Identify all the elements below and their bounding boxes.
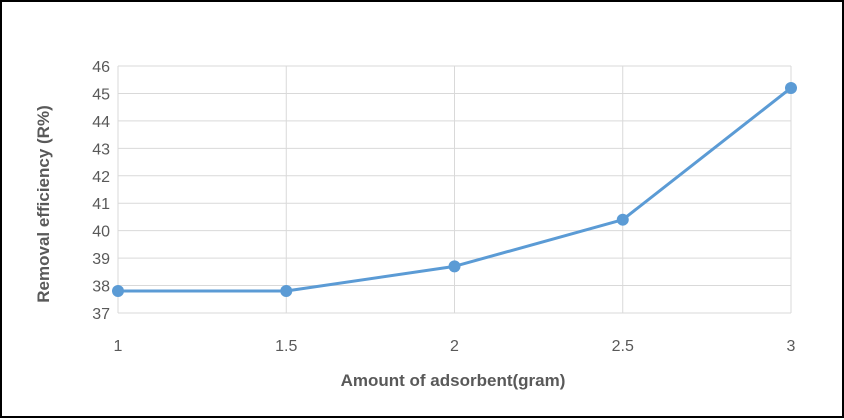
y-tick-label: 42 [92, 169, 110, 186]
y-tick-label: 41 [92, 196, 110, 213]
y-tick-label: 45 [92, 86, 110, 103]
data-point [785, 81, 797, 94]
y-tick-label: 46 [92, 59, 110, 76]
x-tick-label: 3 [787, 338, 796, 355]
x-axis-title: Amount of adsorbent(gram) [341, 371, 566, 390]
y-tick-label: 44 [92, 114, 110, 131]
x-tick-label: 1 [114, 338, 123, 355]
data-point [280, 285, 293, 298]
x-tick-label: 1.5 [275, 338, 297, 355]
data-point [112, 285, 124, 298]
series-layer [112, 81, 797, 298]
y-tick-label: 40 [92, 224, 110, 241]
gridlines [117, 65, 792, 314]
y-tick-label: 39 [92, 251, 110, 268]
x-tick-label: 2 [450, 338, 459, 355]
x-axis-ticks: 1 1.5 2 2.5 3 [114, 338, 796, 355]
y-axis-ticks: 37 38 39 40 41 42 43 44 45 46 [92, 59, 110, 323]
data-point [448, 260, 461, 273]
x-tick-label: 2.5 [612, 338, 634, 355]
y-tick-label: 38 [92, 279, 110, 296]
y-axis-title: Removal efficiency (R%) [34, 105, 53, 302]
data-point [616, 213, 629, 226]
y-tick-label: 37 [92, 306, 110, 323]
y-tick-label: 43 [92, 141, 110, 158]
